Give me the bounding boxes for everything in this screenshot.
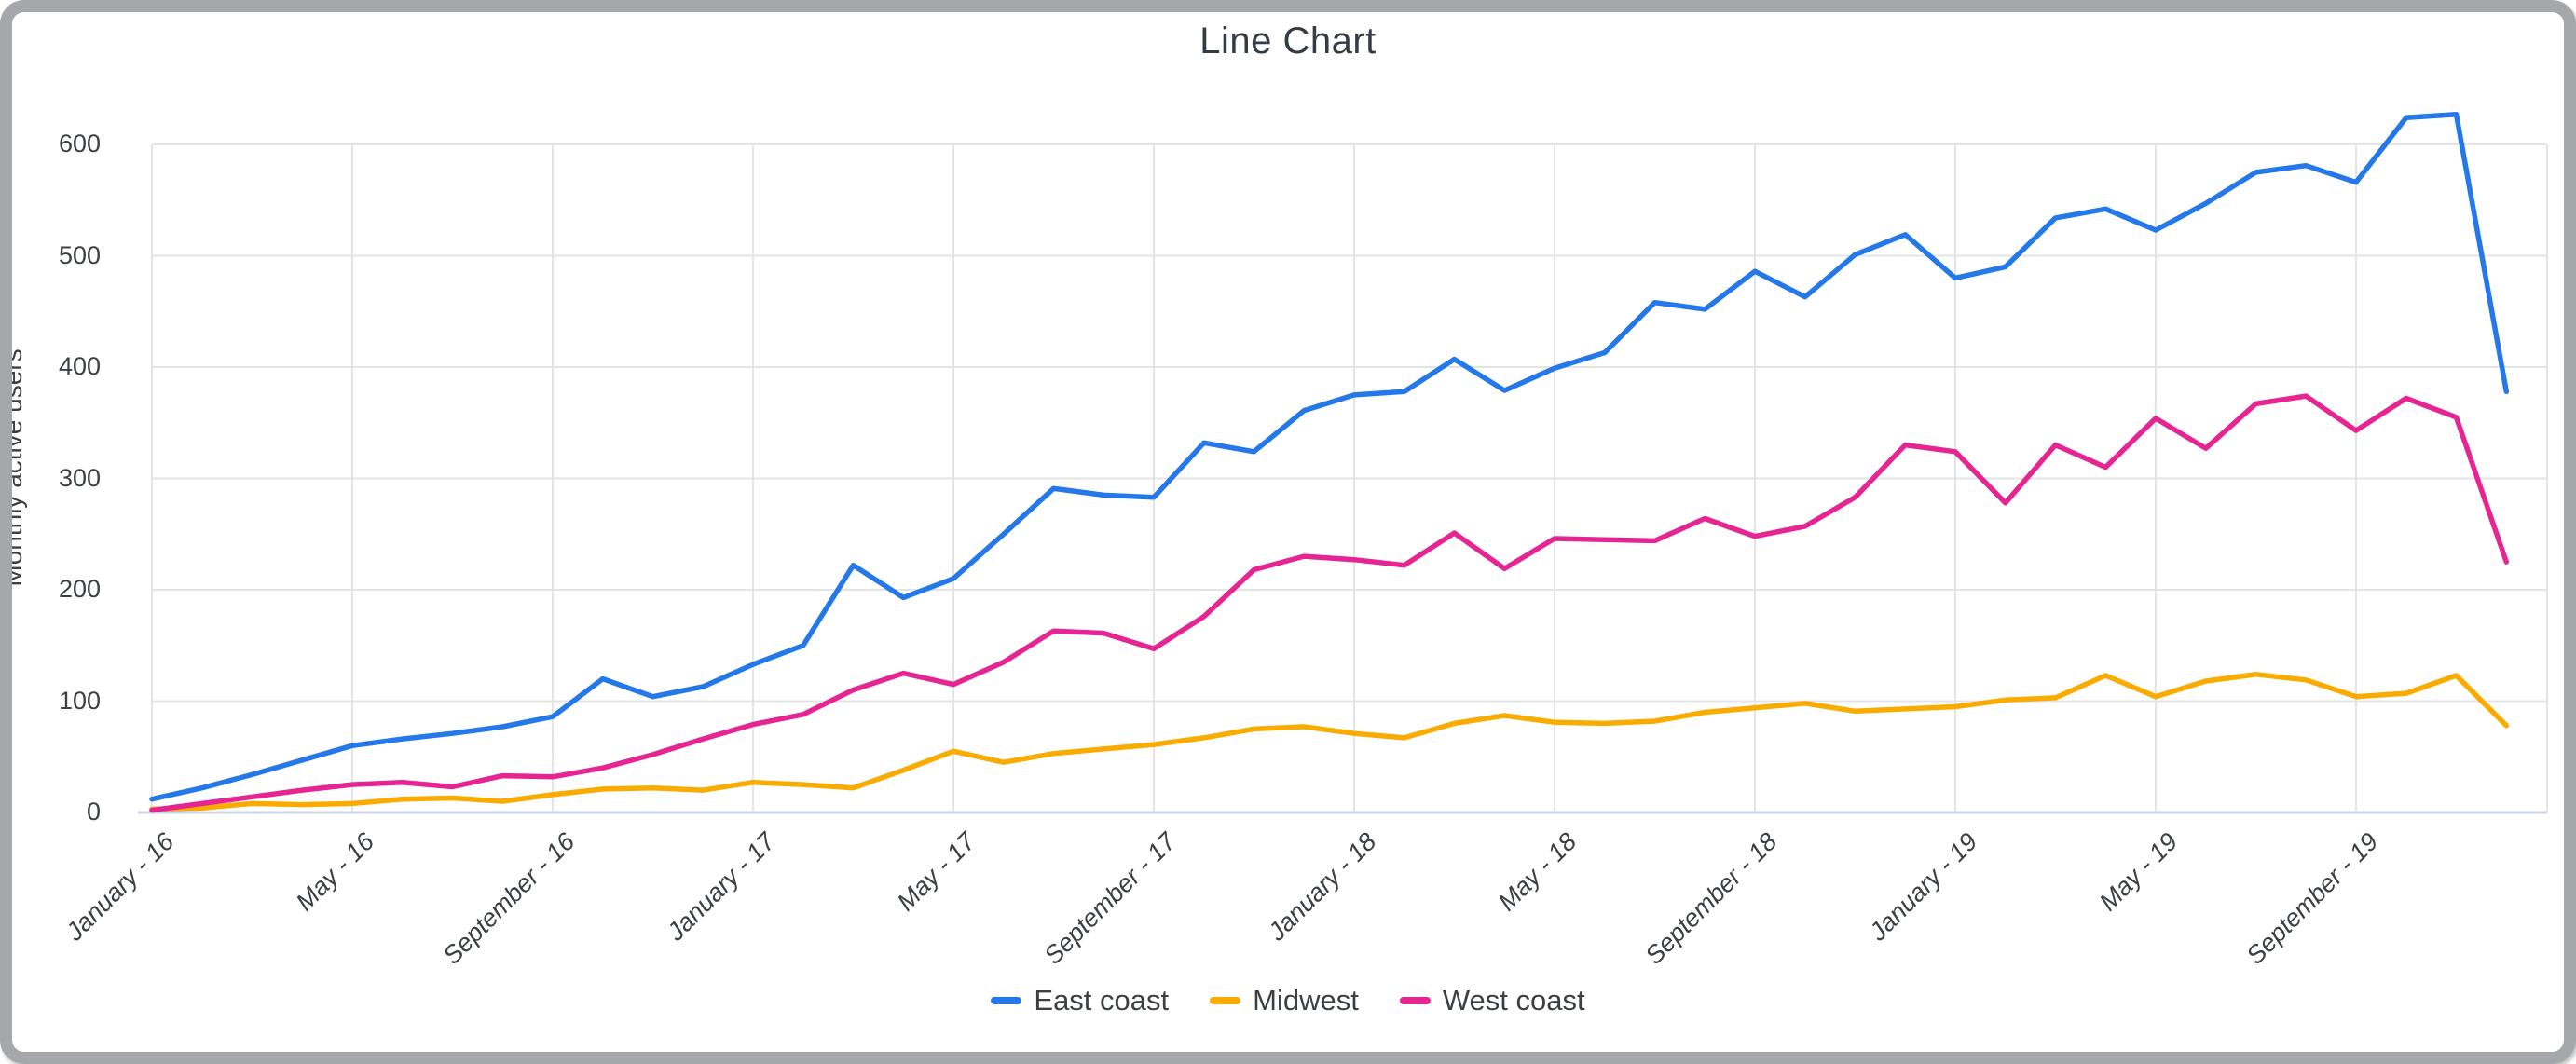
y-tick-label-400: 400 bbox=[58, 352, 101, 380]
legend-swatch-east-coast bbox=[991, 997, 1022, 1004]
legend-item-west-coast: West coast bbox=[1399, 984, 1585, 1017]
legend-swatch-midwest bbox=[1210, 997, 1241, 1004]
y-tick-label-500: 500 bbox=[58, 240, 101, 269]
series-line-west-coast bbox=[149, 393, 2510, 813]
chart-legend: East coast Midwest West coast bbox=[0, 984, 2576, 1017]
legend-label-west-coast: West coast bbox=[1442, 984, 1585, 1016]
gridlines bbox=[151, 143, 2548, 812]
legend-item-midwest: Midwest bbox=[1210, 984, 1359, 1017]
legend-item-east-coast: East coast bbox=[991, 984, 1169, 1017]
y-tick-label-600: 600 bbox=[58, 130, 101, 157]
legend-swatch-west-coast bbox=[1399, 997, 1431, 1004]
series-line-midwest bbox=[149, 672, 2510, 812]
series-line-east-coast bbox=[149, 111, 2510, 802]
y-tick-label-100: 100 bbox=[58, 686, 101, 715]
y-tick-label-0: 0 bbox=[86, 798, 101, 825]
legend-label-east-coast: East coast bbox=[1034, 984, 1170, 1016]
legend-label-midwest: Midwest bbox=[1253, 984, 1359, 1016]
y-tick-label-200: 200 bbox=[58, 575, 101, 603]
chart-title: Line Chart bbox=[1199, 20, 1377, 61]
y-tick-label-300: 300 bbox=[58, 463, 101, 492]
